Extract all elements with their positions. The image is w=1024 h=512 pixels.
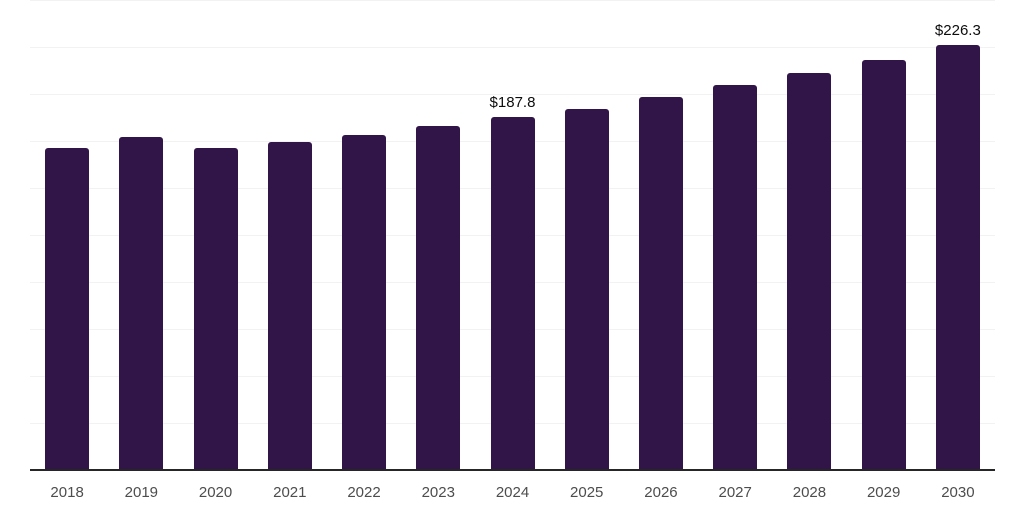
gridline-200 bbox=[30, 94, 995, 95]
x-tick-2019: 2019 bbox=[124, 484, 159, 501]
x-tick-2023: 2023 bbox=[421, 484, 455, 501]
x-tick-2026: 2026 bbox=[644, 484, 678, 501]
bar-2029[interactable] bbox=[861, 60, 906, 470]
x-tick-2018: 2018 bbox=[50, 484, 84, 501]
x-tick-2027: 2027 bbox=[718, 484, 752, 501]
x-tick-2029: 2029 bbox=[866, 484, 901, 501]
x-tick-2020: 2020 bbox=[198, 484, 233, 501]
x-tick-2021: 2021 bbox=[273, 484, 307, 501]
value-label-2030: $226.3 bbox=[934, 21, 981, 39]
bar-2028[interactable] bbox=[787, 72, 832, 470]
gridline-250 bbox=[30, 0, 995, 1]
bar-2020[interactable] bbox=[193, 147, 238, 470]
value-label-2024: $187.8 bbox=[489, 93, 536, 111]
bar-2025[interactable] bbox=[564, 108, 609, 470]
bar-2026[interactable] bbox=[638, 97, 683, 470]
plot-area: $187.8 $226.3 bbox=[30, 0, 995, 470]
x-tick-2024: 2024 bbox=[495, 484, 530, 501]
bar-2019[interactable] bbox=[119, 136, 164, 470]
bar-2023[interactable] bbox=[416, 125, 461, 470]
bar-2018[interactable] bbox=[45, 147, 90, 470]
bar-2030[interactable] bbox=[935, 44, 980, 470]
x-axis-line bbox=[30, 469, 995, 471]
x-tick-2025: 2025 bbox=[570, 484, 604, 501]
bar-2024[interactable] bbox=[490, 116, 535, 470]
x-tick-2028: 2028 bbox=[792, 484, 827, 501]
x-axis-labels: 2018 2019 2020 2021 2022 2023 2024 2025 2026 2027… bbox=[30, 484, 995, 504]
bar-2021[interactable] bbox=[267, 142, 312, 470]
bar-2022[interactable] bbox=[342, 134, 387, 470]
bar-2027[interactable] bbox=[713, 85, 758, 470]
gridline-225 bbox=[30, 47, 995, 48]
x-tick-2022: 2022 bbox=[347, 484, 381, 501]
x-tick-2030: 2030 bbox=[941, 484, 975, 501]
